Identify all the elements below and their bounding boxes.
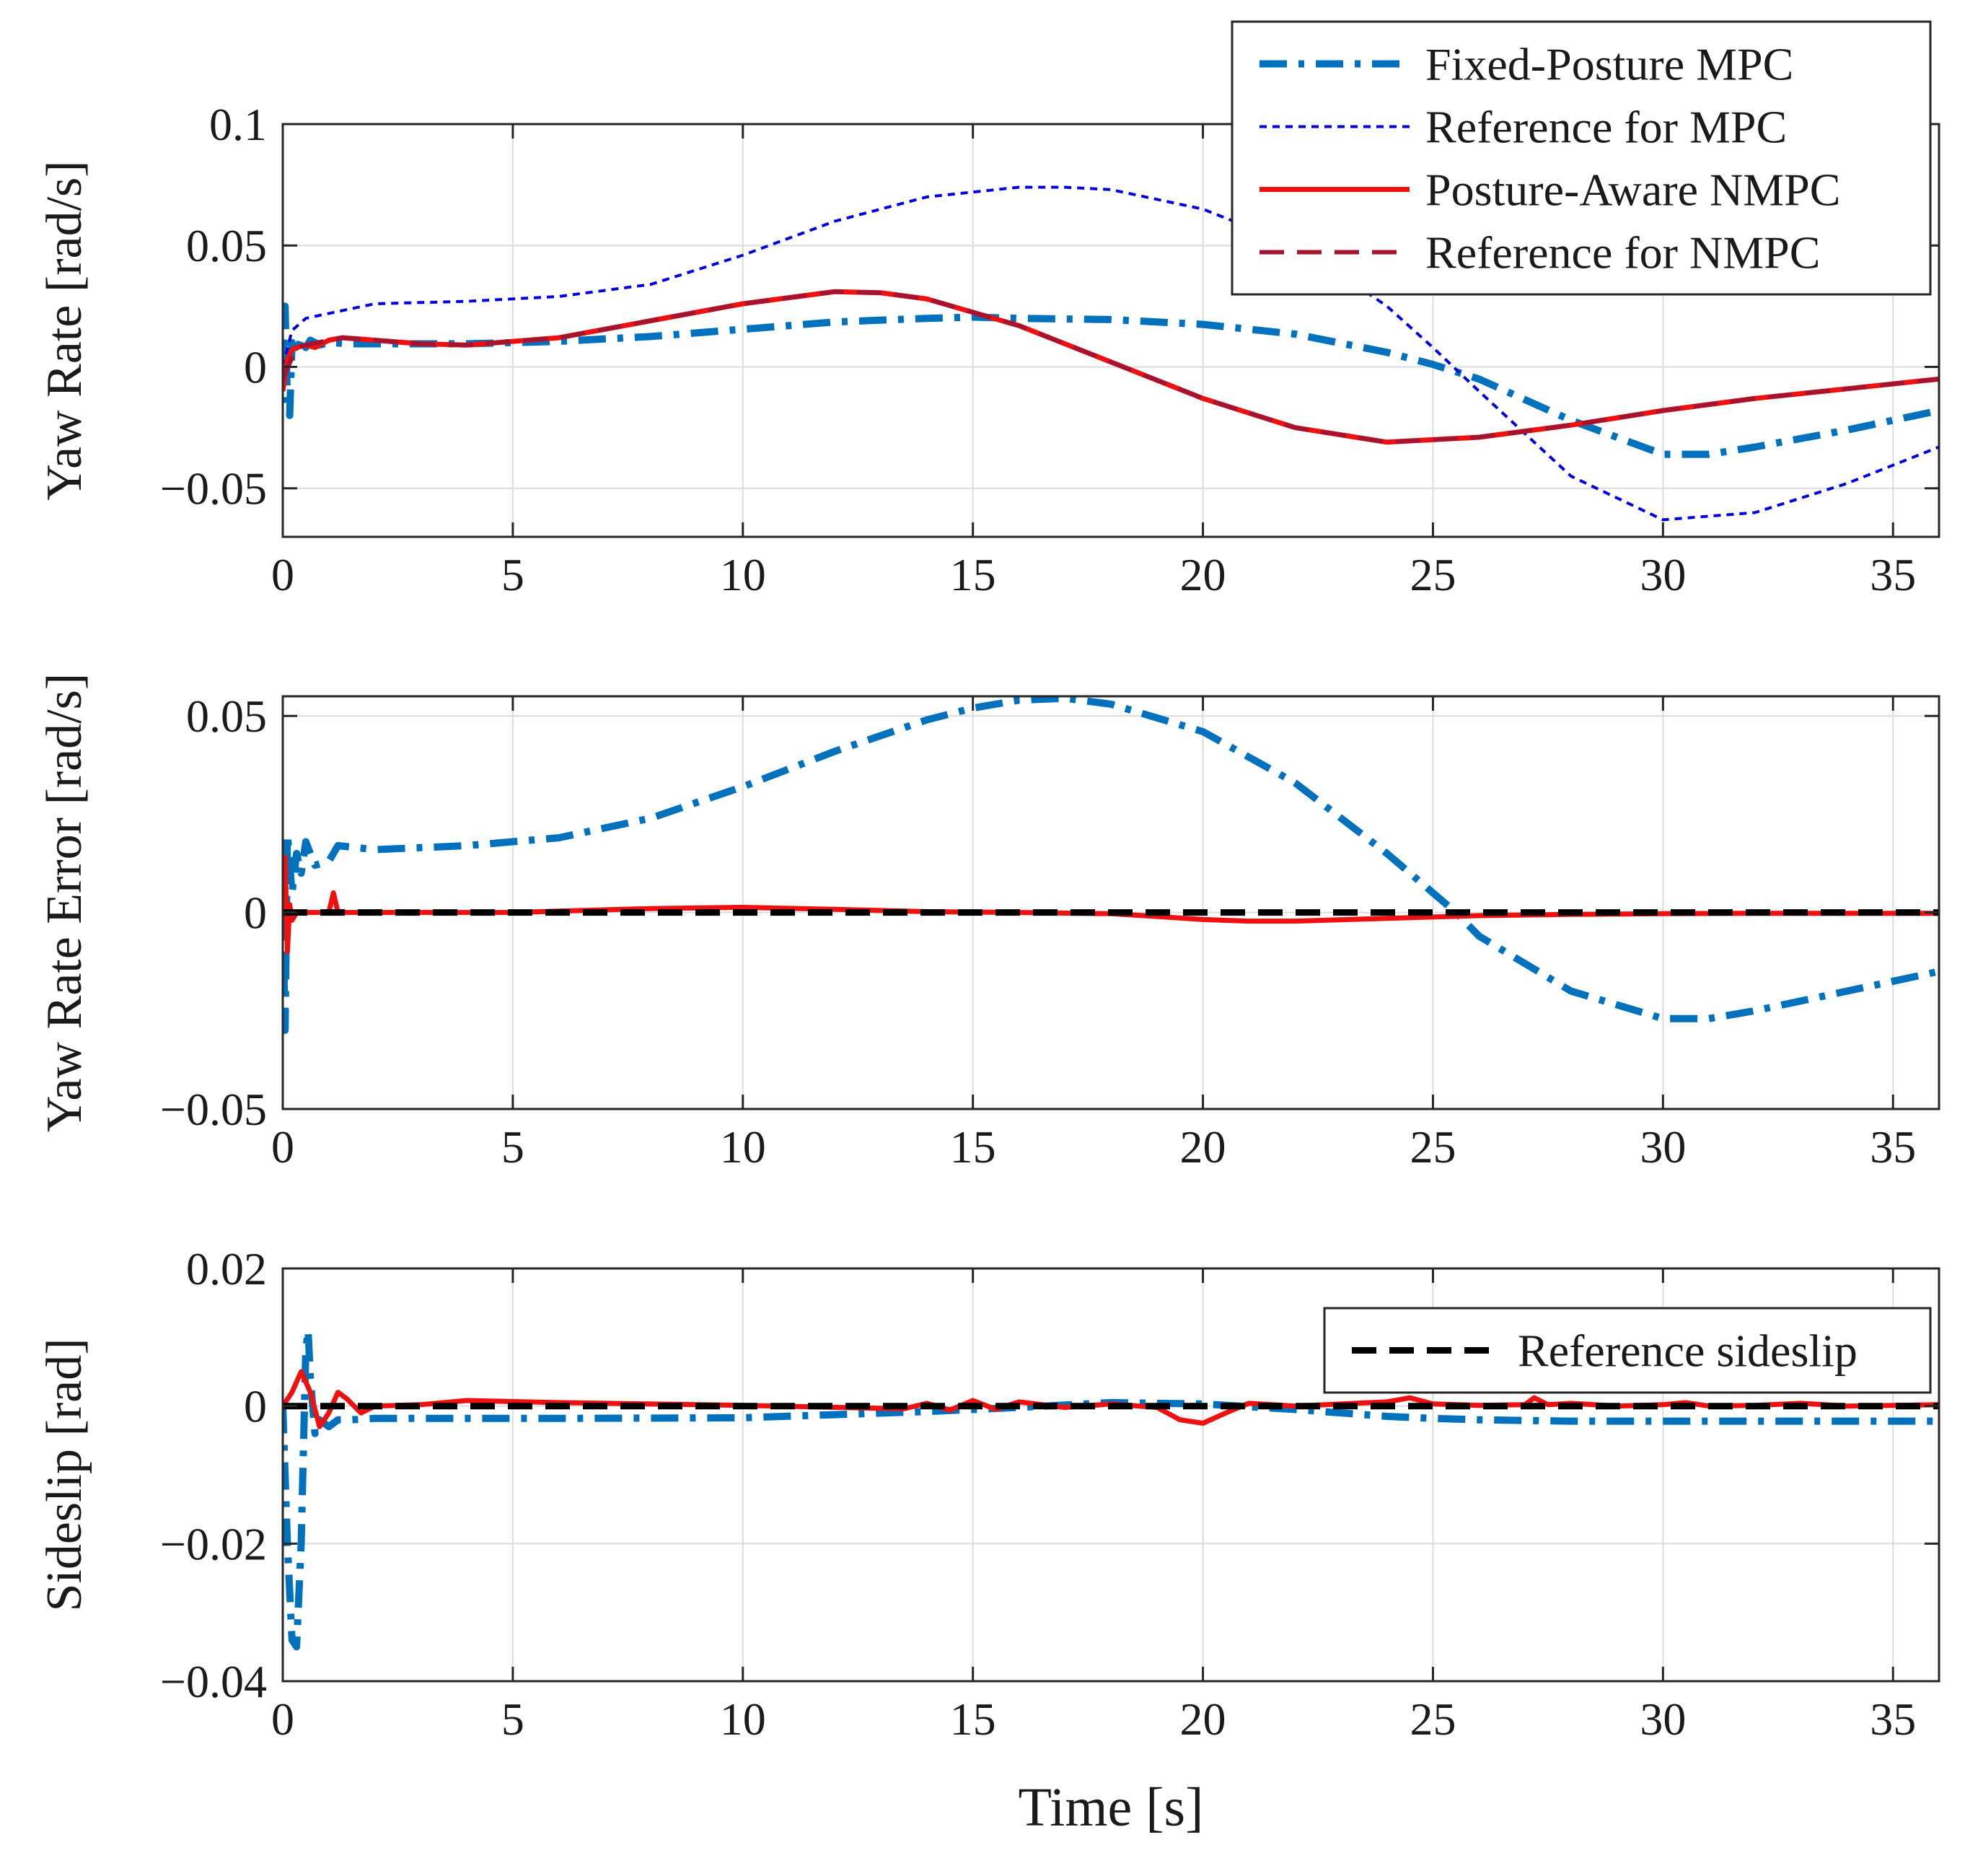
- legend-label: Reference for NMPC: [1425, 227, 1820, 279]
- x-tick-label: 5: [501, 1121, 524, 1172]
- y-tick-label: 0.02: [186, 1243, 267, 1294]
- y-tick-label: −0.04: [160, 1656, 267, 1707]
- legend: Fixed-Posture MPC Reference for MPC Postur…: [1231, 20, 1932, 296]
- legend-label: Posture-Aware NMPC: [1425, 165, 1840, 216]
- series-line-1: [283, 1326, 1939, 1651]
- y-tick-label: −0.05: [160, 463, 267, 514]
- x-tick-label: 10: [720, 549, 766, 600]
- y-tick-label: −0.05: [160, 1084, 267, 1135]
- panel-3: 0 5 10 15 20 25 30 35 0.02 0 −0.02 −0.04 Sideslip [r…: [37, 1243, 1940, 1838]
- y-tick-label: 0.1: [209, 99, 267, 150]
- y-tick-label: 0: [244, 1381, 267, 1432]
- plot-area: [283, 696, 1939, 1109]
- legend-label: Reference sideslip: [1518, 1325, 1858, 1377]
- x-tick-label: 30: [1640, 1693, 1686, 1745]
- axes-frame: [281, 695, 1940, 1110]
- legend: Reference sideslip: [1323, 1307, 1932, 1394]
- y-tick-label: 0.05: [186, 691, 267, 742]
- y-axis-label: Yaw Rate Error [rad/s]: [37, 673, 92, 1132]
- legend-label: Reference for MPC: [1425, 102, 1787, 153]
- x-tick-label: 5: [501, 549, 524, 600]
- x-tick-label: 20: [1180, 1121, 1226, 1172]
- axes-frame: [281, 1267, 1940, 1683]
- x-tick-label: 15: [950, 549, 996, 600]
- legend-box: [1323, 1307, 1932, 1394]
- x-tick-label: 35: [1870, 1693, 1916, 1745]
- x-axis-label: Time [s]: [1019, 1777, 1204, 1838]
- axes-frame: [281, 123, 1940, 538]
- x-tick-label: 20: [1180, 1693, 1226, 1745]
- x-tick-label: 20: [1180, 549, 1226, 600]
- x-tick-label: 35: [1870, 549, 1916, 600]
- x-tick-label: 5: [501, 1693, 524, 1745]
- series-line-2: [283, 185, 1939, 522]
- series-group: [283, 696, 1939, 1034]
- legend-box: [1231, 20, 1932, 296]
- x-tick-label: 25: [1410, 549, 1456, 600]
- series-line-1: [283, 696, 1939, 1034]
- x-tick-label: 0: [271, 1693, 294, 1745]
- series-group: [283, 185, 1939, 522]
- y-axis-label: Yaw Rate [rad/s]: [37, 160, 92, 500]
- series-group: [283, 1326, 1939, 1651]
- y-axis-label: Sideslip [rad]: [37, 1338, 92, 1611]
- series-line-4: [283, 289, 1939, 444]
- y-tick-label: −0.02: [160, 1518, 267, 1569]
- x-tick-label: 35: [1870, 1121, 1916, 1172]
- x-tick-label: 25: [1410, 1693, 1456, 1745]
- x-tick-label: 10: [720, 1693, 766, 1745]
- x-tick-label: 25: [1410, 1121, 1456, 1172]
- y-tick-label: 0: [244, 887, 267, 939]
- x-tick-label: 15: [950, 1693, 996, 1745]
- x-tick-label: 0: [271, 549, 294, 600]
- x-tick-label: 10: [720, 1121, 766, 1172]
- x-tick-label: 15: [950, 1121, 996, 1172]
- x-tick-label: 30: [1640, 1121, 1686, 1172]
- y-tick-label: 0.05: [186, 220, 267, 271]
- x-tick-label: 0: [271, 1121, 294, 1172]
- legend-label: Fixed-Posture MPC: [1425, 39, 1793, 90]
- y-tick-label: 0: [244, 341, 267, 393]
- x-tick-label: 30: [1640, 549, 1686, 600]
